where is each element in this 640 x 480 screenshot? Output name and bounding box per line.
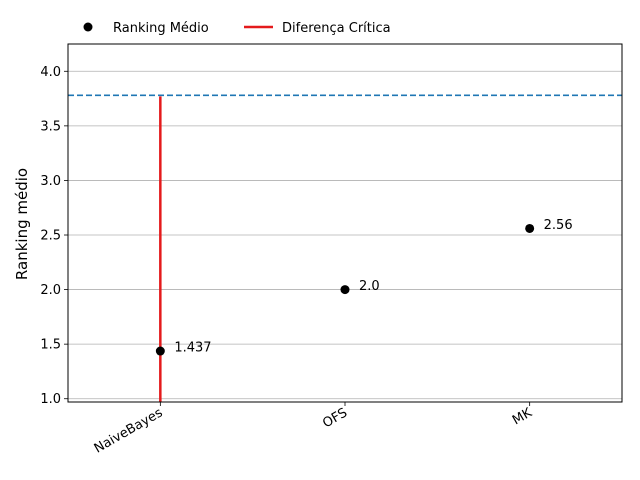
x-axis: NaiveBayes OFS MK (92, 402, 535, 457)
reference-lines (68, 94, 622, 402)
y-tick-label: 3.0 (40, 174, 61, 189)
y-tick-label: 1.0 (40, 392, 61, 407)
x-tick-label: OFS (320, 405, 350, 431)
y-axis-label: Ranking médio (13, 168, 31, 280)
data-point (340, 285, 350, 295)
y-tick-label: 3.5 (40, 119, 61, 134)
x-tick-label: MK (510, 405, 535, 428)
legend-label-critical-difference: Diferença Crítica (282, 21, 391, 36)
data-label: 2.56 (544, 218, 573, 233)
data-label: 2.0 (359, 279, 380, 294)
data-label: 1.437 (174, 341, 211, 356)
y-axis: 1.0 1.5 2.0 2.5 3.0 3.5 4.0 (40, 65, 68, 407)
y-tick-label: 4.0 (40, 65, 61, 80)
legend: Ranking Médio Diferença Crítica (83, 21, 391, 36)
data-marks: 1.437 2.0 2.56 (155, 218, 573, 356)
legend-label-ranking: Ranking Médio (113, 21, 209, 36)
data-point (525, 223, 535, 233)
y-tick-label: 1.5 (40, 338, 61, 353)
plot-frame (67, 43, 623, 403)
y-tick-label: 2.0 (40, 283, 61, 298)
data-point (155, 346, 165, 356)
y-tick-label: 2.5 (40, 229, 61, 244)
x-tick-label: NaiveBayes (92, 405, 166, 456)
legend-marker-ranking (83, 22, 93, 32)
grid (68, 70, 622, 400)
